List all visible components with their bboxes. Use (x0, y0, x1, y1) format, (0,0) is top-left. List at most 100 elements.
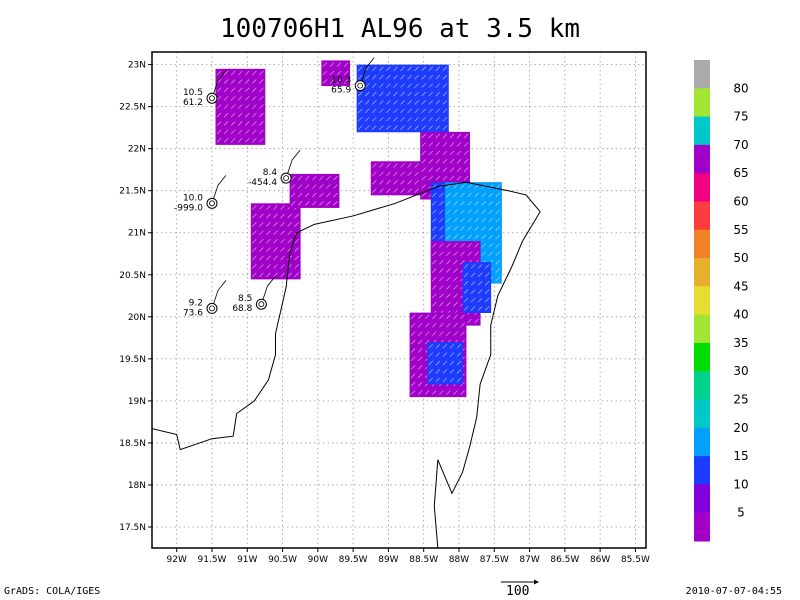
station-markers: 10.561.2 10.365.9 8.4-454.4 10.0-999.0 9.273… (174, 57, 375, 318)
wind-vector (417, 339, 423, 345)
wind-vector (428, 360, 434, 366)
wind-vector (273, 222, 278, 227)
wind-vector (449, 175, 455, 181)
wind-vector (417, 381, 423, 387)
wind-vector (259, 87, 264, 93)
wind-vector (442, 159, 448, 164)
wind-vector (439, 285, 444, 290)
wind-vector (252, 230, 257, 236)
wind-vector (223, 70, 229, 76)
coastline (152, 181, 541, 548)
wind-vector (495, 209, 501, 215)
wind-vector (442, 116, 448, 122)
wind-vector (488, 226, 494, 231)
wind-vector (435, 83, 441, 88)
wind-vector (410, 390, 416, 395)
wind-vector (312, 201, 317, 206)
wind-vector (432, 251, 437, 257)
colorbar-label: 50 (733, 251, 748, 265)
wind-vector (477, 306, 483, 311)
wind-vector (484, 264, 490, 269)
wind-vector (414, 108, 419, 114)
wind-vector (223, 112, 229, 118)
wind-vector (410, 381, 416, 387)
wind-vector (216, 121, 222, 126)
wind-vector (432, 293, 437, 299)
colorbar-segment (694, 60, 710, 89)
wind-vector (432, 285, 437, 290)
wind-vector (252, 121, 257, 126)
wind-vector (259, 222, 264, 227)
wind-vector (456, 343, 462, 349)
wind-vector (230, 112, 236, 118)
wind-vector (456, 377, 462, 383)
wind-vector (230, 137, 236, 143)
wind-vector (216, 129, 222, 135)
wind-vector (481, 201, 486, 206)
wind-vector (421, 74, 426, 80)
y-tick-label: 18N (128, 481, 146, 491)
wind-vector (439, 322, 444, 328)
wind-vector (453, 192, 458, 198)
wind-vector (495, 243, 501, 248)
wind-vector (357, 125, 363, 130)
wind-vector (297, 192, 303, 198)
wind-vector (304, 184, 310, 189)
wind-vector (410, 364, 416, 370)
wind-vector (237, 137, 243, 143)
wind-vector (495, 226, 501, 231)
wind-vector (343, 70, 349, 76)
wind-vector (417, 331, 423, 336)
wind-vector (470, 297, 476, 303)
wind-vector (407, 91, 412, 97)
station-marker (206, 302, 218, 314)
wind-vector (379, 163, 384, 168)
wind-vector (463, 133, 469, 139)
wind-vector (424, 390, 430, 395)
chart-title: 100706H1 AL96 at 3.5 km (219, 14, 581, 44)
wind-vector (435, 74, 441, 80)
colorbar-segment (694, 314, 710, 344)
wind-vector (439, 251, 444, 257)
wind-vector (467, 243, 472, 248)
wind-vector (294, 255, 299, 261)
wind-vector (357, 116, 363, 122)
wind-vector (435, 167, 441, 172)
wind-vector (446, 276, 451, 282)
wind-vector (442, 377, 448, 383)
wind-vector (477, 264, 483, 269)
wind-vector (446, 251, 451, 257)
wind-vector (428, 150, 434, 156)
wind-vector (364, 91, 370, 97)
wind-vector (442, 343, 448, 349)
colorbar-label: 55 (733, 223, 748, 237)
wind-vector (481, 243, 486, 248)
wind-vector (417, 373, 423, 378)
wind-vector (446, 331, 451, 336)
wind-vector (326, 175, 331, 181)
x-tick-label: 85.5W (621, 555, 650, 565)
wind-vector (463, 175, 469, 181)
wind-vector (435, 125, 441, 130)
wind-vector (435, 369, 441, 374)
vector-scale-arrow (501, 579, 539, 585)
wind-vector (280, 230, 285, 236)
wind-vector (453, 285, 458, 290)
wind-vector (474, 192, 479, 198)
wind-vector (259, 255, 264, 261)
colorbar-segment (694, 229, 710, 259)
station-marker (206, 197, 218, 209)
wind-vector (439, 390, 444, 395)
wind-vector (428, 125, 434, 130)
wind-vector (439, 184, 444, 189)
station-marker (280, 172, 292, 184)
wind-vector (446, 301, 451, 307)
wind-vector (424, 331, 430, 336)
wind-vector (439, 192, 444, 198)
colorbar-label: 15 (733, 449, 748, 463)
wind-vector (379, 116, 384, 122)
wind-vector (439, 331, 444, 336)
wind-vector (372, 100, 377, 105)
wind-vector (294, 222, 299, 227)
wind-vector (379, 83, 384, 88)
